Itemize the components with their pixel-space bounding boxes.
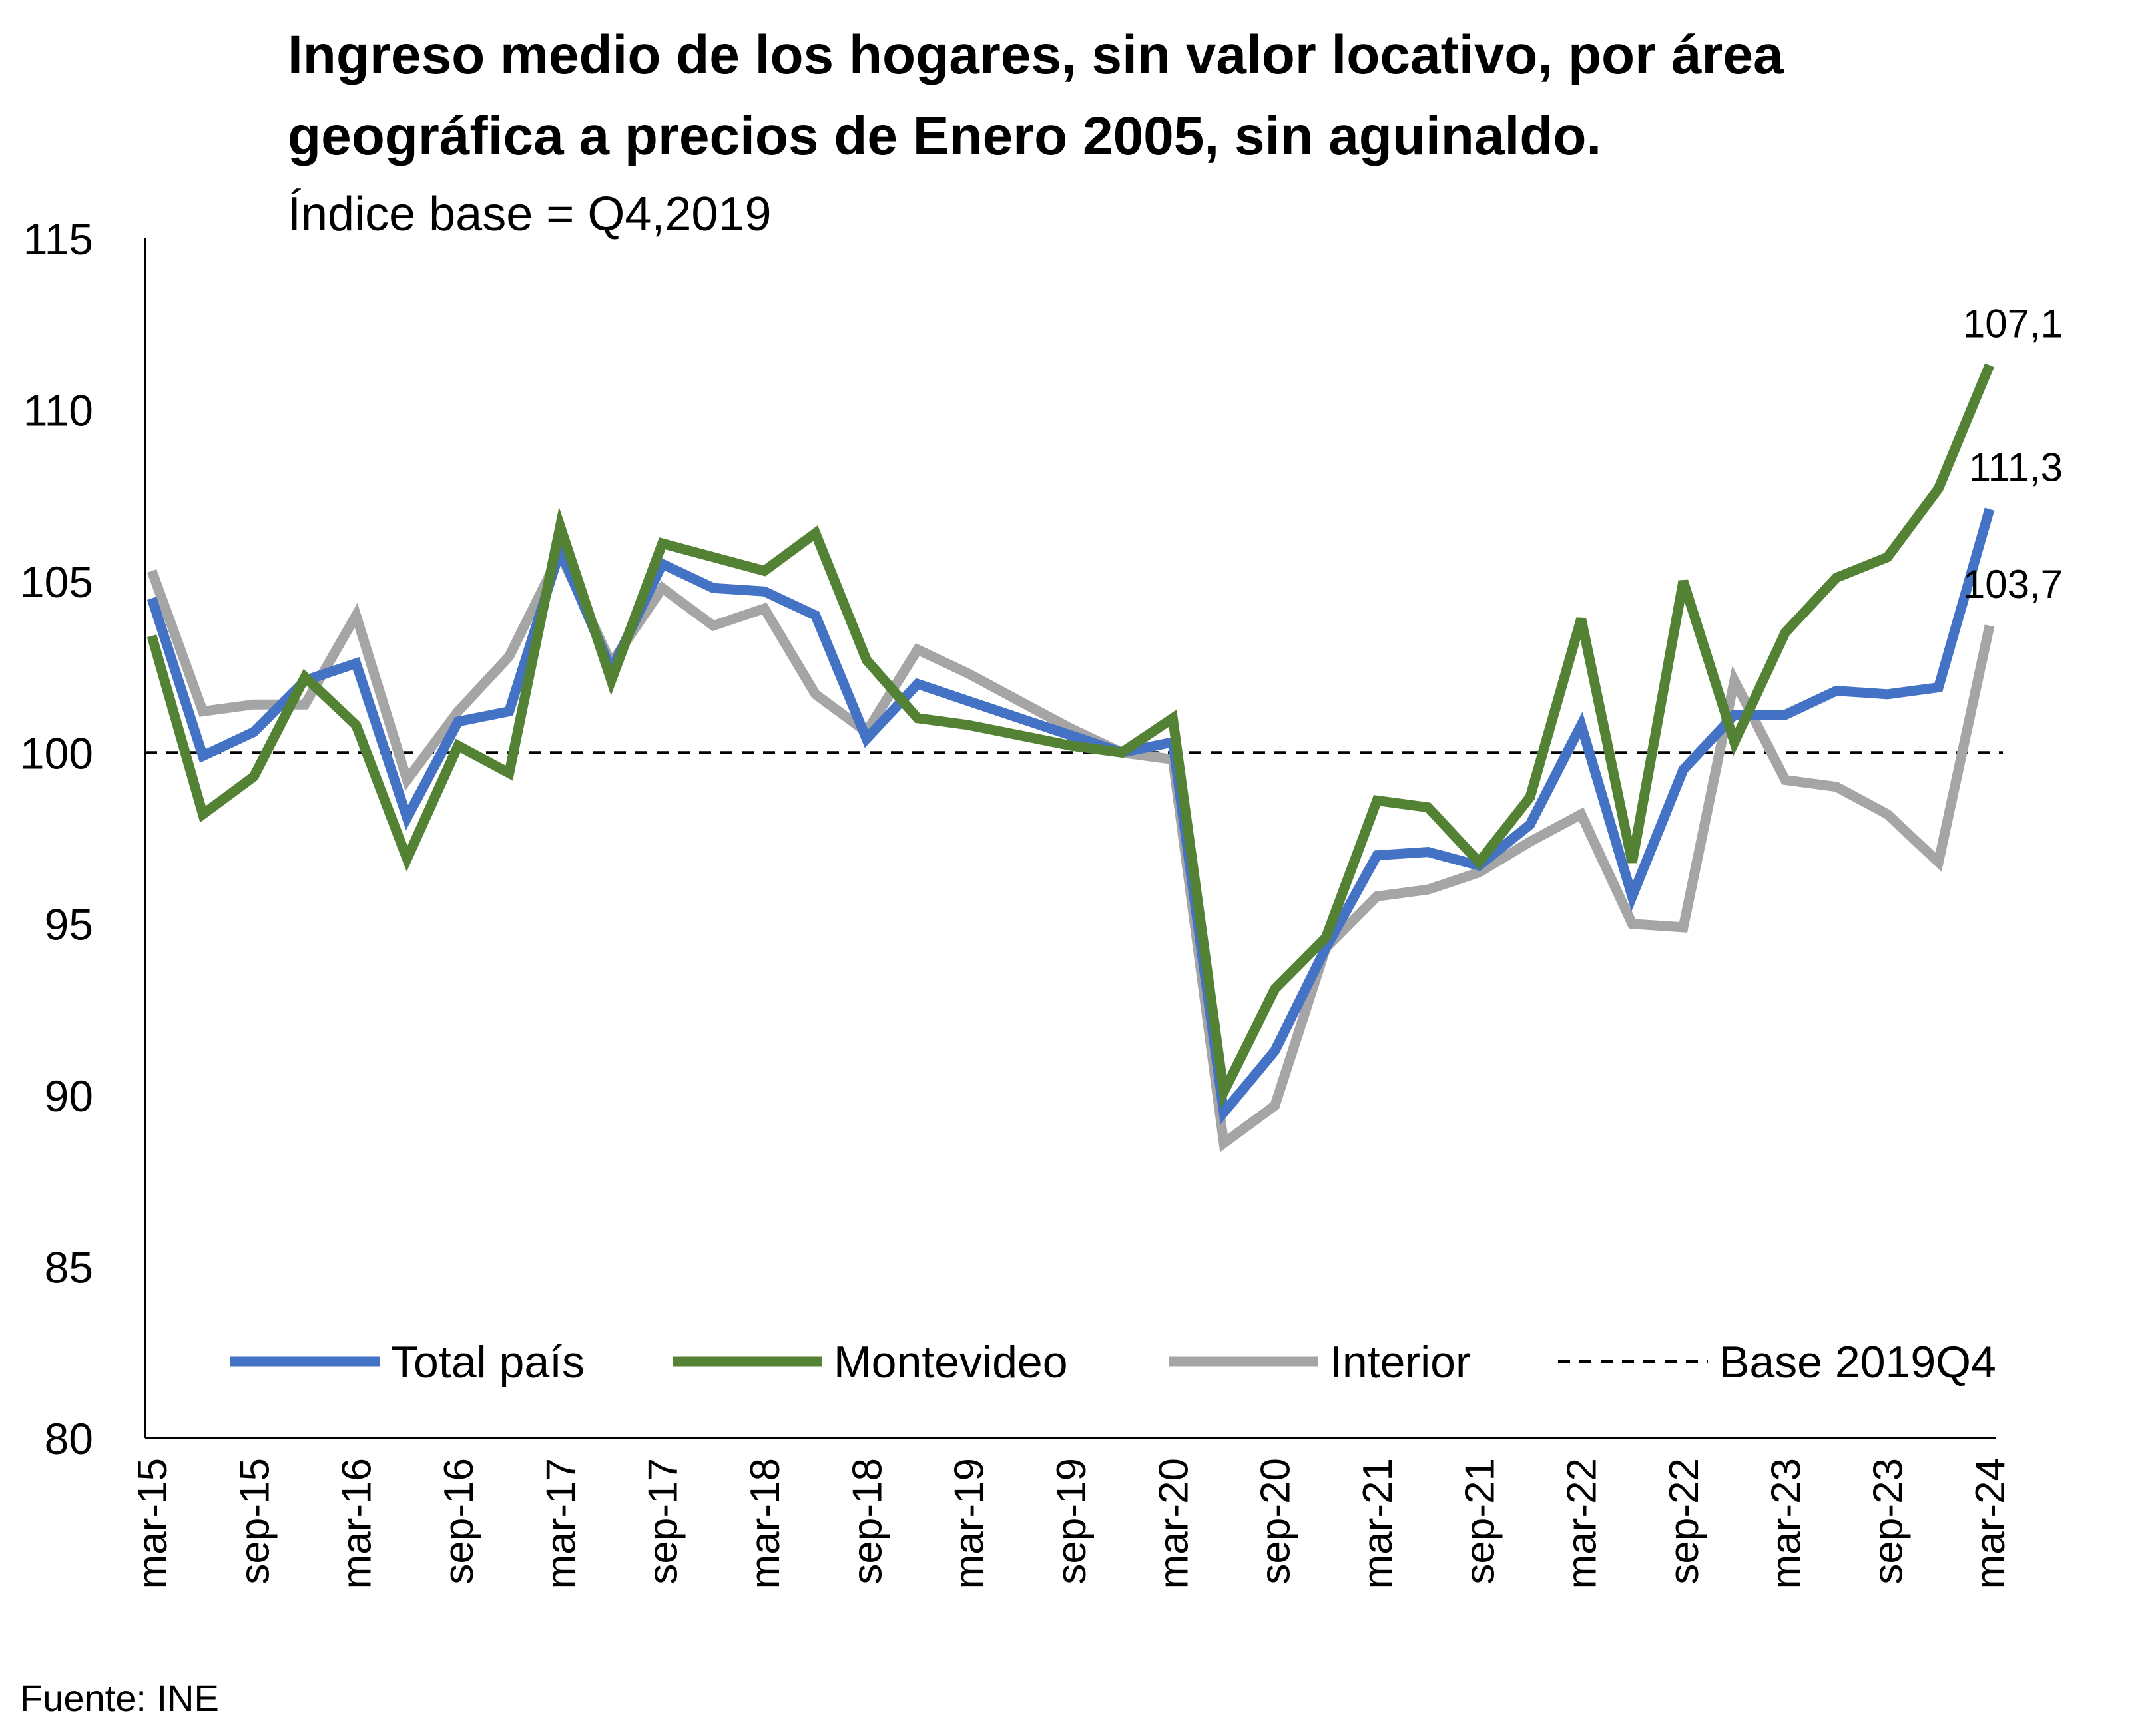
x-tick-label-sep-17: sep-17 — [641, 1458, 686, 1585]
x-tick-label-mar-23: mar-23 — [1763, 1458, 1809, 1589]
x-tick-label-mar-22: mar-22 — [1559, 1458, 1605, 1589]
axes — [144, 238, 1996, 1439]
x-tick-label-sep-16: sep-16 — [436, 1458, 482, 1585]
x-axis-ticks: mar-15 sep-15 mar-16 sep-16 mar-17 sep-17 mar-… — [130, 1458, 2014, 1589]
end-label-interior: 103,7 — [1963, 562, 2063, 607]
x-tick-label-mar-17: mar-17 — [538, 1458, 584, 1589]
series-line-montevideo — [146, 363, 1994, 1109]
y-tick-label-115: 115 — [23, 214, 93, 264]
chart-title-line-1: Ingreso medio de los hogares, sin valor … — [288, 25, 1784, 85]
y-tick-label-105: 105 — [20, 557, 93, 607]
series-line-interior — [146, 542, 1995, 1152]
chart-subtitle: Índice base = Q4,2019 — [288, 188, 772, 241]
chart-title-line-2: geográfica a precios de Enero 2005, sin … — [288, 106, 1601, 166]
x-tick-label-mar-21: mar-21 — [1355, 1458, 1401, 1589]
legend: Total país Montevideo Interior Base 2019Q4 — [230, 1337, 1996, 1387]
end-label-montevideo: 107,1 — [1963, 301, 2063, 346]
y-tick-label-85: 85 — [45, 1243, 93, 1292]
x-tick-label-sep-23: sep-23 — [1866, 1458, 1912, 1585]
x-tick-label-sep-19: sep-19 — [1049, 1458, 1095, 1585]
x-tick-label-mar-18: mar-18 — [742, 1458, 788, 1589]
source-note: Fuente: INE — [20, 1677, 219, 1719]
y-tick-label-90: 90 — [45, 1071, 93, 1120]
y-tick-label-95: 95 — [45, 900, 93, 949]
x-tick-label-sep-21: sep-21 — [1457, 1458, 1503, 1585]
x-tick-label-sep-20: sep-20 — [1253, 1458, 1299, 1585]
legend-label-montevideo: Montevideo — [834, 1337, 1068, 1387]
end-label-total-pa-s: 111,3 — [1969, 445, 2063, 490]
series-line-total-pa-s — [146, 507, 1995, 1124]
legend-label-interior: Interior — [1330, 1337, 1471, 1387]
x-tick-label-sep-18: sep-18 — [844, 1458, 890, 1585]
end-labels: 111,3 107,1 103,7 — [1963, 301, 2063, 606]
x-tick-label-mar-19: mar-19 — [947, 1458, 993, 1589]
y-tick-label-80: 80 — [45, 1414, 93, 1463]
y-tick-label-100: 100 — [20, 728, 93, 778]
x-tick-label-sep-22: sep-22 — [1661, 1458, 1707, 1585]
series-layer — [146, 363, 1995, 1152]
legend-label-base-2019q4: Base 2019Q4 — [1719, 1337, 1996, 1387]
x-tick-label-sep-15: sep-15 — [232, 1458, 278, 1585]
y-tick-label-110: 110 — [23, 385, 93, 435]
x-tick-label-mar-15: mar-15 — [130, 1458, 176, 1589]
legend-label-total-pa-s: Total país — [391, 1337, 585, 1387]
chart-title: Ingreso medio de los hogares, sin valor … — [288, 25, 1784, 166]
x-tick-label-mar-24: mar-24 — [1968, 1458, 2014, 1589]
x-tick-label-mar-20: mar-20 — [1151, 1458, 1197, 1589]
y-axis-ticks: 80 85 90 95 100 105 110 115 — [20, 214, 93, 1463]
x-tick-label-mar-16: mar-16 — [334, 1458, 380, 1589]
